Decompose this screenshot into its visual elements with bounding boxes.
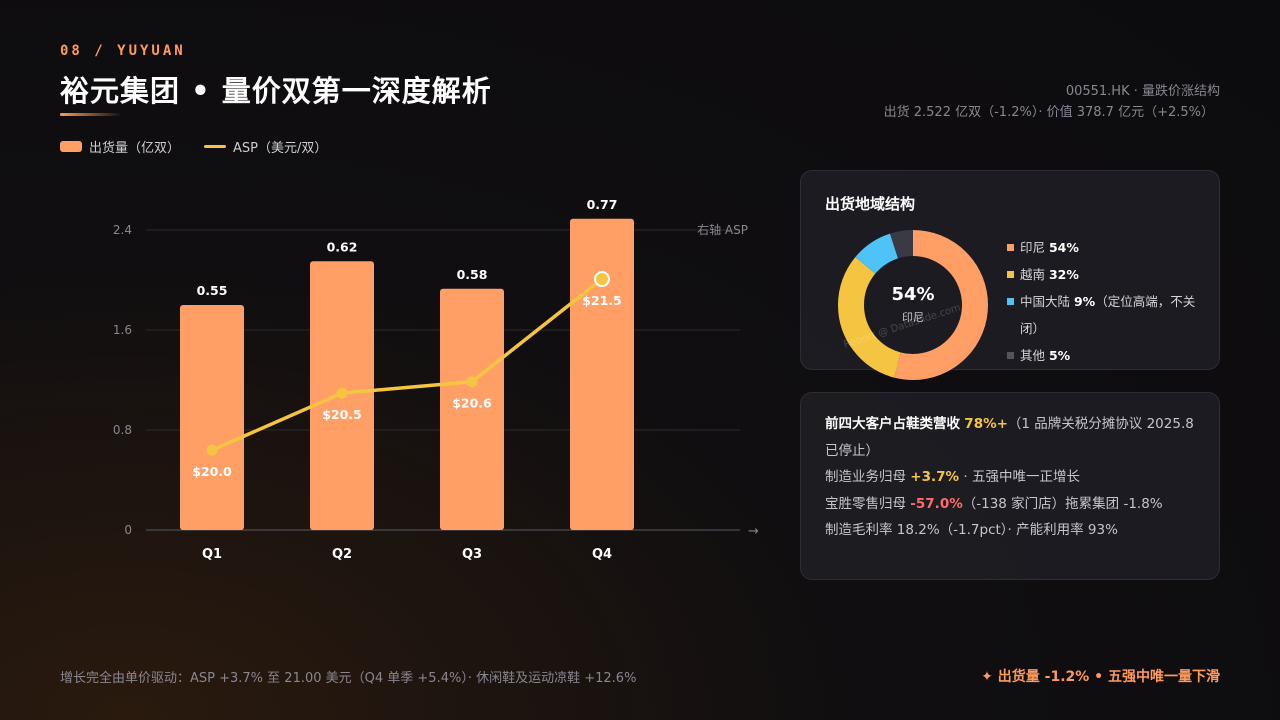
y-tick-label: 0.8 <box>113 423 132 437</box>
geo-legend-item: 其他 5% <box>1007 342 1207 369</box>
note-manufacturing-label: 制造业务归母 <box>825 469 906 485</box>
footer-highlight: ✦ 出货量 -1.2% • 五强中唯一量下滑 <box>981 669 1220 685</box>
geo-legend-swatch <box>1007 298 1014 305</box>
geo-legend-name: 中国大陆 <box>1020 294 1074 309</box>
ticker-label: 00551.HK · 量跌价涨结构 <box>1065 84 1220 99</box>
geo-legend-text: 印尼 54% <box>1020 234 1079 261</box>
note-manufacturing-detail: · 五强中唯一正增长 <box>963 469 1080 485</box>
shipment-asp-chart: 0 0.8 1.6 2.4 → 右轴 ASP 0.55 Q1 0.62 Q2 0.58 Q3 0.77 Q… <box>113 197 759 562</box>
note-customers-value: 78%+ <box>964 416 1008 432</box>
geo-legend-swatch <box>1007 352 1014 359</box>
geo-legend-pct: 32% <box>1048 267 1079 282</box>
asp-line <box>210 277 604 452</box>
note-customers: 前四大客户占鞋类营收 78%+（1 品牌关税分摊协议 2025.8 已停止） <box>825 411 1199 464</box>
asp-point <box>336 387 348 399</box>
asp-value-label: $20.6 <box>452 396 492 411</box>
geo-legend-pct: 5% <box>1048 348 1071 363</box>
bar-value-label: 0.55 <box>197 283 228 298</box>
summary-line: 出货 2.522 亿双（-1.2%）· 价值 378.7 亿元（+2.5%） <box>883 105 1214 120</box>
geo-legend-text: 其他 5% <box>1020 342 1070 369</box>
page-title: 裕元集团 • 量价双第一深度解析 <box>60 74 492 108</box>
geo-legend: 印尼 54% 越南 32% 中国大陆 9%（定位高端，不关闭） 其他 5% <box>1007 234 1207 369</box>
bar-value-label: 0.58 <box>457 267 488 282</box>
bar <box>440 288 504 530</box>
geo-legend-swatch <box>1007 244 1014 251</box>
bar <box>180 305 244 530</box>
asp-point <box>466 376 478 388</box>
note-retail-label: 宝胜零售归母 <box>825 495 906 512</box>
x-tick-label: Q4 <box>592 547 612 562</box>
note-customers-detail: （1 品牌关税分摊协议 2025.8 已停止） <box>825 416 1194 459</box>
legend-line-label: ASP（美元/双） <box>233 141 328 156</box>
asp-value-label: $20.5 <box>322 407 362 422</box>
note-retail-value: -57.0% <box>910 495 963 512</box>
geo-legend-name: 印尼 <box>1020 240 1049 255</box>
right-axis-label: 右轴 ASP <box>697 222 748 237</box>
geo-structure-panel: 出货地域结构 54% 印尼 Report @ DataSlide.com 印尼 … <box>800 170 1220 380</box>
chart-legend: 出货量（亿双） ASP（美元/双） <box>60 137 327 156</box>
geo-legend-note: （定位高端，不关闭） <box>1020 294 1196 336</box>
notes-list: 前四大客户占鞋类营收 78%+（1 品牌关税分摊协议 2025.8 已停止） 制… <box>825 411 1199 544</box>
legend-bar-label: 出货量（亿双） <box>89 141 181 156</box>
donut-slice <box>838 230 988 380</box>
bar-value-label: 0.77 <box>587 197 618 212</box>
y-tick-label: 0 <box>124 523 132 537</box>
geo-panel-title: 出货地域结构 <box>825 195 916 213</box>
geo-legend-item: 越南 32% <box>1007 261 1207 288</box>
notes-panel: 前四大客户占鞋类营收 78%+（1 品牌关税分摊协议 2025.8 已停止） 制… <box>800 392 1220 580</box>
donut-center-label: 印尼 <box>902 311 924 324</box>
geo-legend-pct: 9% <box>1073 294 1096 309</box>
note-retail-detail: （-138 家门店）拖累集团 -1.8% <box>962 495 1163 512</box>
donut-slice <box>838 230 988 380</box>
asp-point <box>206 444 218 456</box>
y-tick-label: 2.4 <box>113 223 132 237</box>
geo-legend-text: 中国大陆 9%（定位高端，不关闭） <box>1020 288 1207 342</box>
x-axis-arrow: → <box>748 524 759 539</box>
x-tick-label: Q1 <box>202 547 222 562</box>
geo-legend-pct: 54% <box>1048 240 1079 255</box>
geo-donut-chart <box>838 230 988 380</box>
note-margin: 制造毛利率 18.2%（-1.7pct）· 产能利用率 93% <box>825 522 1118 538</box>
note-retail: 宝胜零售归母 -57.0%（-138 家门店）拖累集团 -1.8% <box>825 491 1199 518</box>
title-underline <box>60 113 122 116</box>
geo-legend-name: 越南 <box>1020 267 1049 282</box>
footer-note: 增长完全由单价驱动：ASP +3.7% 至 21.00 美元（Q4 单季 +5.… <box>60 671 637 686</box>
geo-legend-text: 越南 32% <box>1020 261 1079 288</box>
asp-value-label: $20.0 <box>192 464 232 479</box>
geo-legend-item: 中国大陆 9%（定位高端，不关闭） <box>1007 288 1207 342</box>
x-tick-label: Q2 <box>332 547 352 562</box>
donut-center-value: 54% <box>891 284 935 305</box>
bar-value-label: 0.62 <box>327 239 358 254</box>
bar <box>570 218 634 530</box>
geo-legend-name: 其他 <box>1020 348 1049 363</box>
note-customers-label: 前四大客户占鞋类营收 <box>825 416 960 432</box>
geo-legend-item: 印尼 54% <box>1007 234 1207 261</box>
legend-line-swatch <box>204 145 227 148</box>
section-eyebrow: 08 / YUYUAN <box>60 43 186 59</box>
note-manufacturing-value: +3.7% <box>910 469 960 485</box>
asp-point <box>594 271 610 288</box>
x-tick-label: Q3 <box>462 547 482 562</box>
y-tick-label: 1.6 <box>113 323 132 337</box>
asp-value-label: $21.5 <box>582 293 622 308</box>
note-manufacturing: 制造业务归母 +3.7% · 五强中唯一正增长 <box>825 464 1199 491</box>
legend-bar-swatch <box>60 141 82 152</box>
geo-legend-swatch <box>1007 271 1014 278</box>
